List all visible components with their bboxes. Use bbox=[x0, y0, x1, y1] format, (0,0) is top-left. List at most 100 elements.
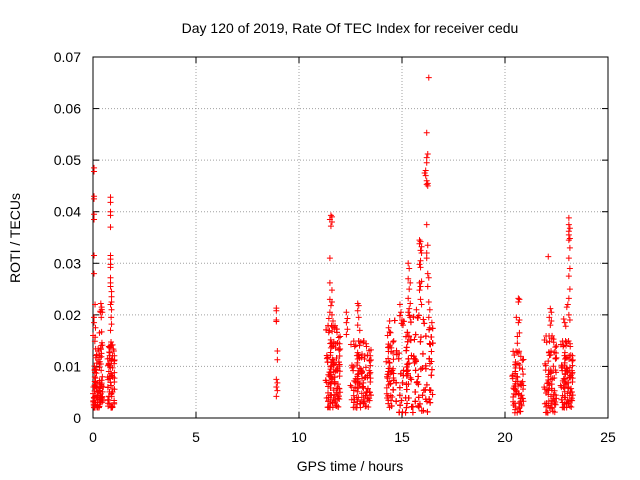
data-point bbox=[510, 398, 517, 405]
data-point bbox=[414, 314, 421, 321]
data-point bbox=[428, 372, 435, 379]
data-point bbox=[512, 361, 519, 368]
data-point bbox=[565, 231, 572, 238]
data-point bbox=[387, 329, 394, 336]
data-point bbox=[515, 349, 522, 356]
data-point bbox=[404, 370, 411, 377]
data-point bbox=[416, 279, 423, 286]
data-point bbox=[569, 378, 576, 385]
data-point bbox=[91, 369, 98, 376]
data-point bbox=[512, 382, 519, 389]
data-point bbox=[425, 298, 432, 305]
data-point bbox=[418, 243, 425, 250]
data-point bbox=[403, 368, 410, 375]
data-point bbox=[355, 394, 362, 401]
data-point bbox=[273, 384, 280, 391]
data-point bbox=[565, 255, 572, 262]
data-point bbox=[418, 301, 425, 308]
data-point bbox=[551, 399, 558, 406]
data-point bbox=[565, 221, 572, 228]
data-point bbox=[514, 409, 521, 416]
data-point bbox=[399, 379, 406, 386]
data-point bbox=[362, 392, 369, 399]
data-point bbox=[417, 283, 424, 290]
data-point bbox=[553, 343, 560, 350]
data-point bbox=[515, 319, 522, 326]
data-point bbox=[565, 399, 572, 406]
data-point bbox=[563, 342, 570, 349]
data-point bbox=[107, 283, 114, 290]
data-point bbox=[548, 318, 555, 325]
data-point bbox=[568, 385, 575, 392]
data-point bbox=[336, 373, 343, 380]
data-point bbox=[364, 352, 371, 359]
data-point bbox=[108, 298, 115, 305]
data-point bbox=[407, 319, 414, 326]
data-point bbox=[336, 347, 343, 354]
data-point bbox=[108, 321, 115, 328]
data-point bbox=[358, 390, 365, 397]
data-point bbox=[409, 409, 416, 416]
data-point bbox=[326, 279, 333, 286]
data-point bbox=[108, 314, 115, 321]
data-point bbox=[91, 195, 98, 202]
data-point bbox=[336, 352, 343, 359]
data-point bbox=[569, 357, 576, 364]
data-point bbox=[566, 286, 573, 293]
data-point bbox=[107, 212, 114, 219]
data-point bbox=[544, 409, 551, 416]
data-point bbox=[356, 327, 363, 334]
data-point bbox=[404, 361, 411, 368]
data-point bbox=[429, 391, 436, 398]
data-point bbox=[364, 385, 371, 392]
data-point bbox=[423, 381, 430, 388]
data-point bbox=[509, 373, 516, 380]
data-point bbox=[353, 404, 360, 411]
data-point bbox=[424, 283, 431, 290]
x-tick-label: 20 bbox=[497, 429, 513, 445]
data-point bbox=[547, 322, 554, 329]
data-point bbox=[388, 397, 395, 404]
data-point bbox=[109, 374, 116, 381]
data-point bbox=[367, 362, 374, 369]
data-point bbox=[107, 256, 114, 263]
data-point bbox=[548, 334, 555, 341]
data-point bbox=[351, 343, 358, 350]
data-point bbox=[411, 336, 418, 343]
data-point bbox=[99, 399, 106, 406]
data-point bbox=[419, 350, 426, 357]
data-point bbox=[390, 377, 397, 384]
x-tick-label: 0 bbox=[89, 429, 97, 445]
data-point bbox=[344, 315, 351, 322]
data-point bbox=[366, 367, 373, 374]
data-point bbox=[367, 378, 374, 385]
data-point bbox=[420, 387, 427, 394]
data-point bbox=[328, 287, 335, 294]
data-point bbox=[364, 396, 371, 403]
data-point bbox=[519, 366, 526, 373]
data-point bbox=[397, 309, 404, 316]
data-point bbox=[397, 370, 404, 377]
data-point bbox=[358, 396, 365, 403]
data-point bbox=[565, 214, 572, 221]
data-point bbox=[415, 394, 422, 401]
data-point bbox=[422, 167, 429, 174]
data-point bbox=[354, 349, 361, 356]
data-point bbox=[347, 341, 354, 348]
data-point bbox=[420, 407, 427, 414]
data-point bbox=[567, 374, 574, 381]
data-point bbox=[337, 333, 344, 340]
data-point bbox=[330, 360, 337, 367]
data-point bbox=[110, 346, 117, 353]
data-point bbox=[412, 398, 419, 405]
data-point bbox=[424, 150, 431, 157]
data-point bbox=[108, 288, 115, 295]
data-point bbox=[327, 349, 334, 356]
data-point bbox=[98, 339, 105, 346]
data-point bbox=[516, 296, 523, 303]
data-point bbox=[323, 394, 330, 401]
data-point bbox=[543, 400, 550, 407]
data-point bbox=[385, 355, 392, 362]
data-point bbox=[326, 379, 333, 386]
